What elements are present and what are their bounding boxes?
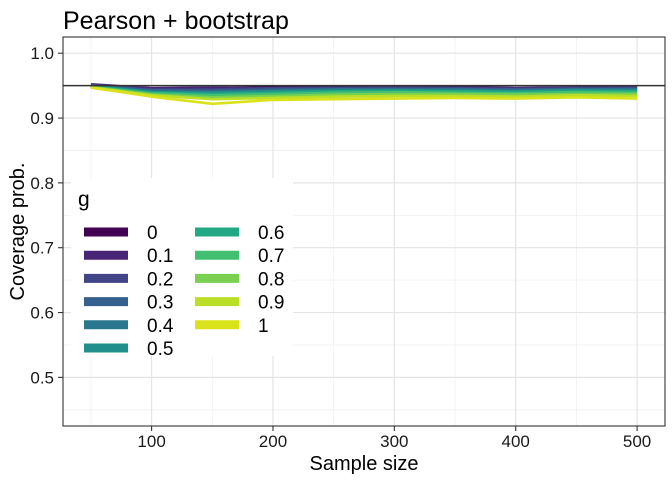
legend-label: 0 <box>147 223 158 244</box>
y-tick-label: 0.9 <box>30 109 54 128</box>
plot-border <box>62 36 666 427</box>
legend-label: 0.2 <box>147 269 173 290</box>
series-line-1 <box>90 86 638 106</box>
chart-title: Pearson + bootstrap <box>63 7 289 35</box>
x-axis-ticks: 100 200 300 400 500 <box>137 426 651 451</box>
legend-label: 0.3 <box>147 293 173 314</box>
legend-label: 0.7 <box>258 246 284 267</box>
legend-label: 0.8 <box>258 269 284 290</box>
x-axis-title: Sample size <box>310 453 419 475</box>
x-tick-label: 300 <box>380 432 408 451</box>
y-axis-ticks: 0.5 0.6 0.7 0.8 0.9 1.0 <box>30 44 63 387</box>
series-lines <box>90 83 638 106</box>
y-axis-title: Coverage prob. <box>7 163 29 301</box>
x-tick-label: 500 <box>623 432 651 451</box>
legend-label: 1 <box>258 316 269 337</box>
legend-label: 0.9 <box>258 293 284 314</box>
legend-title: g <box>78 188 90 211</box>
legend-items: 00.10.2 0.30.40.5 0.60.70.8 0.91 <box>84 223 284 360</box>
legend-label: 0.6 <box>258 223 284 244</box>
y-tick-label: 0.6 <box>30 304 54 323</box>
legend-label: 0.1 <box>147 246 173 267</box>
series-line-0-9 <box>90 86 638 101</box>
legend-label: 0.4 <box>147 316 174 337</box>
x-tick-label: 200 <box>259 432 287 451</box>
legend-label: 0.5 <box>147 339 173 360</box>
y-tick-label: 0.8 <box>30 174 54 193</box>
legend: g 00.10.2 0.30.40.5 0.60.70.8 0.91 <box>71 178 293 360</box>
x-tick-label: 100 <box>137 432 165 451</box>
y-tick-label: 0.5 <box>30 368 54 387</box>
x-tick-label: 400 <box>502 432 530 451</box>
series-line-0-7 <box>90 85 638 97</box>
y-tick-label: 0.7 <box>30 239 54 258</box>
y-tick-label: 1.0 <box>30 44 54 63</box>
